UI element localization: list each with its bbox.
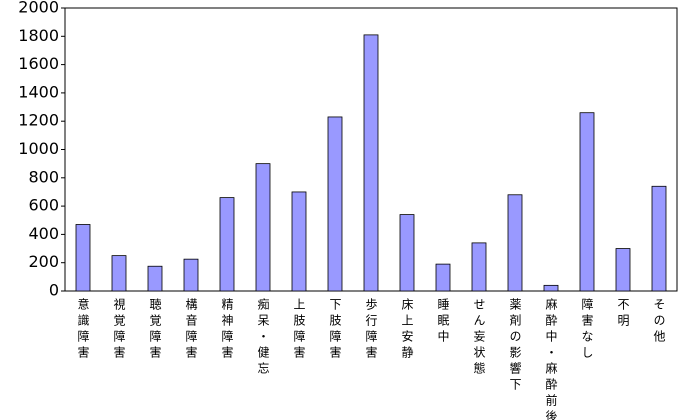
bar xyxy=(651,185,667,292)
y-tick-label: 1800 xyxy=(18,26,59,45)
x-tick-label: 歩行障害 xyxy=(364,297,378,362)
bar xyxy=(615,248,631,292)
y-tick-label: 1200 xyxy=(18,111,59,130)
x-tick-label: その他 xyxy=(652,298,666,346)
y-tick-label: 1400 xyxy=(18,82,59,101)
bar xyxy=(75,224,91,292)
x-tick-label: 薬剤の影響下 xyxy=(508,298,522,394)
x-tick-label: 不明 xyxy=(616,298,630,330)
x-tick-label: 麻酔中・麻酔前後 xyxy=(544,297,558,420)
bar xyxy=(363,34,379,292)
x-tick-label: 意識障害 xyxy=(76,297,90,362)
x-tick-label: 睡眠中 xyxy=(436,298,450,346)
bar xyxy=(255,163,271,292)
y-tick-label: 600 xyxy=(28,196,59,215)
bar xyxy=(435,263,451,292)
x-tick-label: 下肢障害 xyxy=(328,298,342,362)
bar xyxy=(183,258,199,292)
bar xyxy=(543,284,559,292)
x-tick-label: 障害なし xyxy=(580,297,594,362)
bar xyxy=(327,116,343,292)
x-tick-label: 構音障害 xyxy=(184,298,198,362)
bar xyxy=(291,191,307,292)
bar xyxy=(507,194,523,292)
x-tick-label: 視覚障害 xyxy=(112,297,126,362)
bar xyxy=(219,197,235,292)
bar xyxy=(579,112,595,292)
y-tick-label: 800 xyxy=(28,167,59,186)
bar xyxy=(399,214,415,292)
y-tick-label: 1600 xyxy=(18,54,59,73)
bar xyxy=(147,265,163,292)
x-tick-label: せん妄状態 xyxy=(472,298,486,378)
bar xyxy=(111,255,127,292)
y-tick-label: 1000 xyxy=(18,139,59,158)
x-tick-label: 精神障害 xyxy=(220,298,234,362)
y-tick-label: 200 xyxy=(28,252,59,271)
y-tick-label: 2000 xyxy=(18,0,59,17)
bar xyxy=(471,242,487,292)
x-tick-label: 床上安静 xyxy=(400,298,414,362)
x-tick-label: 痴呆・健忘 xyxy=(256,297,270,378)
y-tick-label: 400 xyxy=(28,224,59,243)
x-tick-label: 上肢障害 xyxy=(292,298,306,362)
y-tick-label: 0 xyxy=(49,281,59,300)
x-tick-label: 聴覚障害 xyxy=(148,298,162,362)
